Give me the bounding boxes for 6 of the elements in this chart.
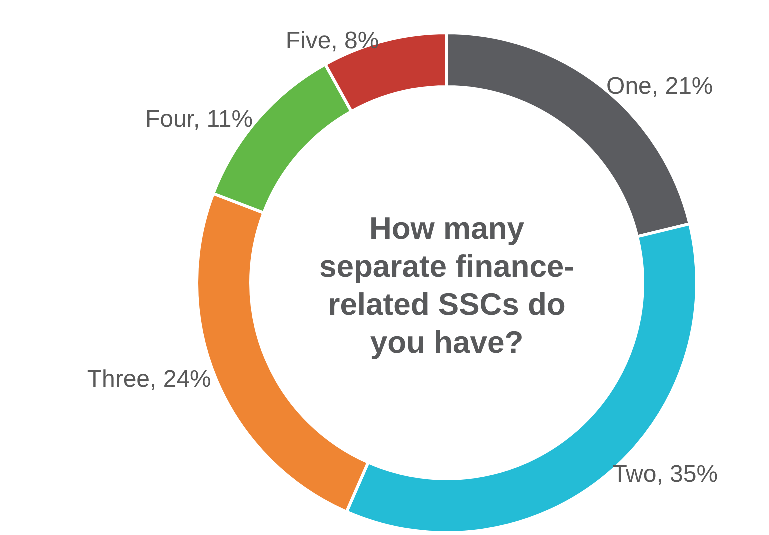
slice-label: Four, 11%: [145, 106, 254, 133]
slice-label: Five, 8%: [286, 28, 380, 55]
slice-label: Two, 35%: [612, 461, 718, 488]
slice-label: Three, 24%: [87, 366, 212, 394]
text: How many separate finance-related SSCs do you have?: [318, 210, 576, 362]
slice-label: One, 21%: [606, 72, 714, 100]
